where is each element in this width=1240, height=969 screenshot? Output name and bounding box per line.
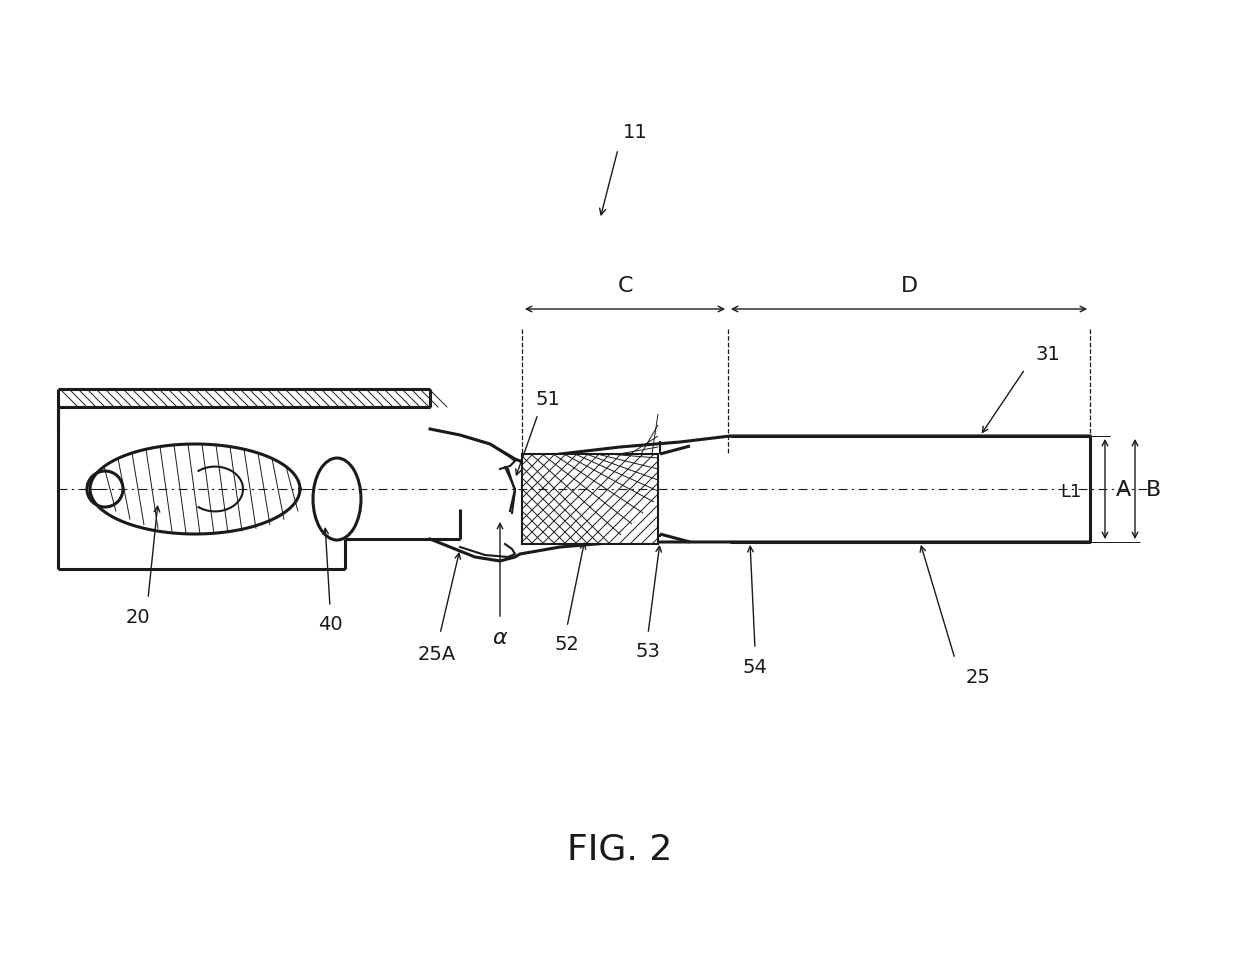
Text: L1: L1	[1060, 483, 1081, 500]
Text: 52: 52	[554, 635, 579, 654]
Text: 40: 40	[317, 615, 342, 634]
Text: α: α	[492, 627, 507, 647]
Text: D: D	[900, 276, 918, 296]
Text: 31: 31	[1035, 345, 1060, 364]
Text: 25: 25	[966, 668, 991, 687]
Text: 11: 11	[622, 122, 647, 141]
Text: FIG. 2: FIG. 2	[568, 832, 672, 866]
Text: A: A	[1115, 480, 1131, 499]
Text: C: C	[618, 276, 632, 296]
Bar	[522, 454, 658, 545]
Text: 25A: 25A	[418, 644, 456, 664]
Text: 20: 20	[125, 608, 150, 627]
Text: B: B	[1146, 480, 1161, 499]
Text: 54: 54	[743, 658, 768, 676]
Text: 51: 51	[536, 391, 560, 409]
Text: 53: 53	[636, 641, 661, 661]
